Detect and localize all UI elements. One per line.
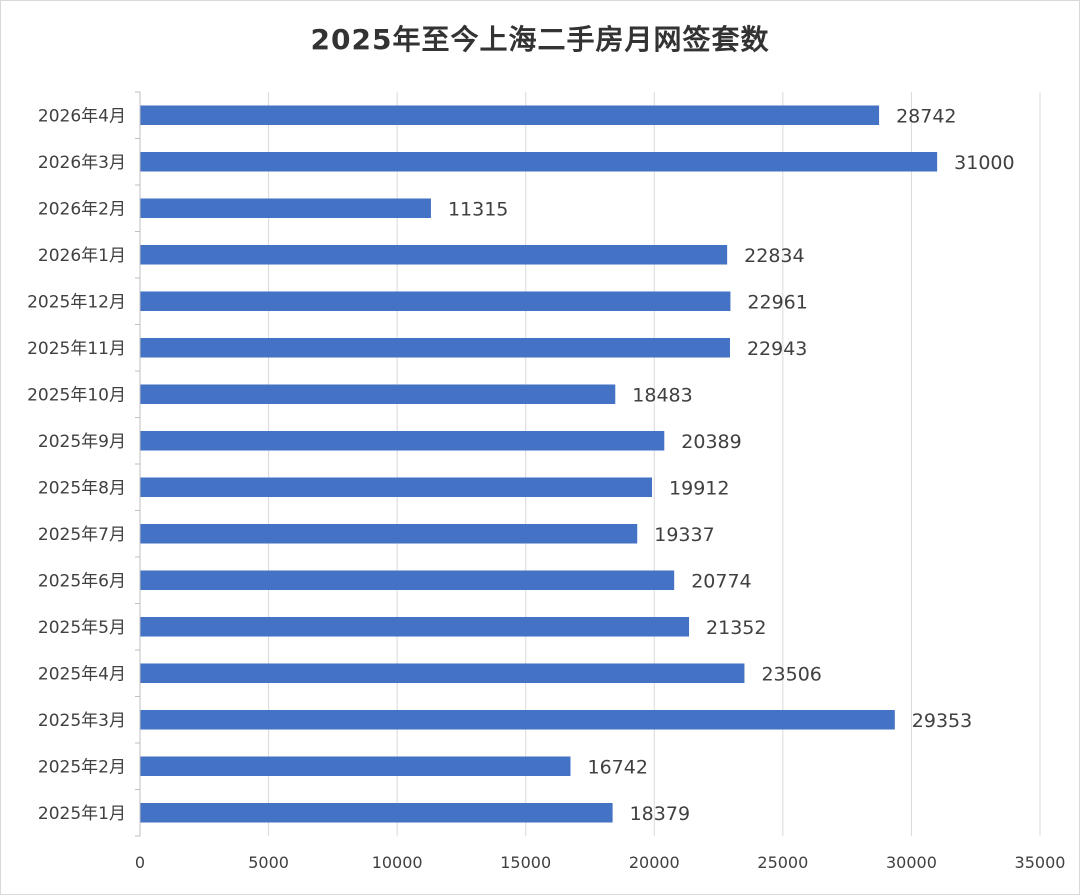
x-tick-label: 30000: [886, 853, 937, 872]
bar: [140, 151, 938, 172]
category-label: 2025年5月: [38, 618, 126, 638]
category-label: 2026年2月: [38, 199, 126, 219]
bars: [140, 105, 938, 823]
category-label: 2025年7月: [38, 525, 126, 545]
x-tick-label: 5000: [248, 853, 289, 872]
data-label: 23506: [761, 663, 821, 685]
data-label: 22834: [744, 245, 804, 267]
category-label: 2025年10月: [27, 385, 126, 405]
category-label: 2025年8月: [38, 478, 126, 498]
data-label: 22961: [747, 291, 807, 313]
category-label: 2025年12月: [27, 292, 126, 312]
category-label: 2025年4月: [38, 664, 126, 684]
category-label: 2025年2月: [38, 757, 126, 777]
bar: [140, 291, 731, 312]
category-label: 2026年3月: [38, 153, 126, 173]
bar: [140, 244, 728, 265]
bar: [140, 198, 431, 219]
category-label: 2025年3月: [38, 711, 126, 731]
category-label: 2025年11月: [27, 339, 126, 359]
data-label: 31000: [954, 152, 1014, 174]
bar: [140, 802, 613, 823]
data-label: 11315: [448, 198, 508, 220]
category-label: 2025年6月: [38, 571, 126, 591]
data-label: 16742: [588, 756, 648, 778]
data-label: 19337: [654, 524, 714, 546]
x-tick-label: 35000: [1015, 853, 1066, 872]
data-label: 18379: [630, 803, 690, 825]
category-label: 2025年9月: [38, 432, 126, 452]
bar: [140, 105, 880, 126]
data-label: 22943: [747, 338, 807, 360]
bar: [140, 523, 638, 544]
data-label: 20389: [681, 431, 741, 453]
x-tick-label: 10000: [372, 853, 423, 872]
data-label: 21352: [706, 617, 766, 639]
bar: [140, 384, 616, 405]
bar: [140, 430, 665, 451]
bar: [140, 663, 745, 684]
bar: [140, 570, 675, 591]
x-tick-label: 0: [135, 853, 145, 872]
bar: [140, 337, 730, 358]
data-label: 28742: [896, 105, 956, 127]
data-label: 20774: [691, 570, 751, 592]
category-label: 2026年1月: [38, 246, 126, 266]
bar: [140, 477, 653, 498]
axes: [135, 91, 141, 837]
bar: [140, 616, 690, 637]
category-label: 2026年4月: [38, 106, 126, 126]
x-tick-label: 25000: [757, 853, 808, 872]
bar: [140, 756, 571, 777]
x-tick-label: 15000: [500, 853, 551, 872]
labels: 0 5000 10000 15000 20000 25000 30000 35000 2026年…: [27, 105, 1065, 872]
data-label: 29353: [912, 710, 972, 732]
chart-title: 2025年至今上海二手房月网签套数: [310, 23, 770, 56]
data-label: 18483: [632, 384, 692, 406]
bar: [140, 709, 895, 730]
x-tick-label: 20000: [629, 853, 680, 872]
data-label: 19912: [669, 477, 729, 499]
category-label: 2025年1月: [38, 804, 126, 824]
